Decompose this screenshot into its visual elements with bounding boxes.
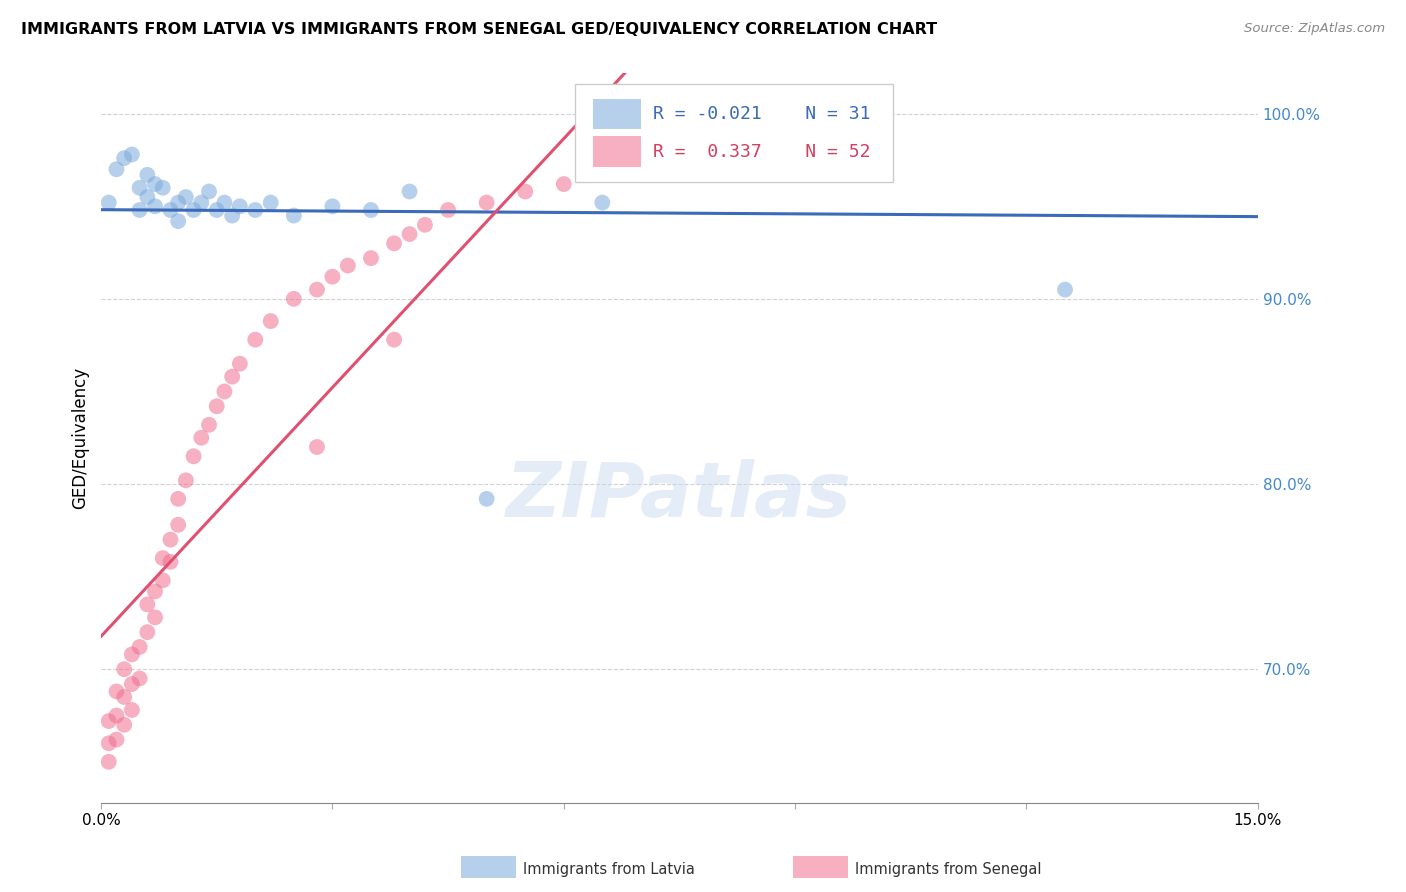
- Point: [360, 202, 382, 217]
- Point: [121, 703, 143, 717]
- Point: [136, 190, 159, 204]
- Point: [136, 625, 159, 640]
- Point: [553, 177, 575, 191]
- Point: [152, 181, 174, 195]
- Point: [105, 732, 128, 747]
- Text: R =  0.337    N = 52: R = 0.337 N = 52: [652, 143, 870, 161]
- Point: [143, 177, 166, 191]
- Point: [305, 440, 328, 454]
- Point: [205, 202, 228, 217]
- Point: [121, 677, 143, 691]
- Point: [112, 151, 135, 165]
- Text: Immigrants from Latvia: Immigrants from Latvia: [523, 863, 695, 877]
- Point: [190, 431, 212, 445]
- Point: [97, 714, 120, 728]
- Point: [283, 292, 305, 306]
- Point: [136, 168, 159, 182]
- FancyBboxPatch shape: [575, 84, 893, 182]
- Point: [245, 333, 267, 347]
- Point: [214, 195, 236, 210]
- Point: [105, 684, 128, 698]
- Point: [174, 473, 197, 487]
- Point: [475, 195, 498, 210]
- Point: [121, 648, 143, 662]
- Point: [167, 517, 190, 532]
- Point: [136, 598, 159, 612]
- Point: [128, 672, 150, 686]
- Point: [112, 718, 135, 732]
- Point: [152, 551, 174, 566]
- Point: [128, 202, 150, 217]
- Point: [128, 181, 150, 195]
- Point: [229, 199, 252, 213]
- Text: Source: ZipAtlas.com: Source: ZipAtlas.com: [1244, 22, 1385, 36]
- Text: IMMIGRANTS FROM LATVIA VS IMMIGRANTS FROM SENEGAL GED/EQUIVALENCY CORRELATION CH: IMMIGRANTS FROM LATVIA VS IMMIGRANTS FRO…: [21, 22, 938, 37]
- Point: [260, 314, 283, 328]
- Point: [167, 214, 190, 228]
- Point: [128, 640, 150, 654]
- Point: [413, 218, 436, 232]
- Point: [630, 159, 652, 173]
- Point: [112, 662, 135, 676]
- Text: ZIPatlas: ZIPatlas: [506, 459, 852, 533]
- FancyBboxPatch shape: [593, 136, 641, 167]
- Point: [283, 209, 305, 223]
- Point: [398, 185, 420, 199]
- Point: [321, 199, 343, 213]
- Point: [198, 185, 221, 199]
- Point: [97, 195, 120, 210]
- Point: [321, 269, 343, 284]
- Point: [221, 369, 243, 384]
- Point: [97, 736, 120, 750]
- Point: [1053, 283, 1076, 297]
- Point: [205, 399, 228, 413]
- Point: [229, 357, 252, 371]
- Point: [143, 610, 166, 624]
- Point: [221, 209, 243, 223]
- Point: [159, 202, 181, 217]
- Point: [475, 491, 498, 506]
- Point: [360, 251, 382, 265]
- Point: [183, 202, 205, 217]
- Text: R = -0.021    N = 31: R = -0.021 N = 31: [652, 105, 870, 123]
- Point: [183, 450, 205, 464]
- Point: [159, 533, 181, 547]
- Point: [198, 417, 221, 432]
- Point: [190, 195, 212, 210]
- Point: [112, 690, 135, 704]
- Point: [105, 708, 128, 723]
- Point: [167, 195, 190, 210]
- FancyBboxPatch shape: [593, 98, 641, 129]
- Point: [336, 259, 359, 273]
- Point: [152, 574, 174, 588]
- Point: [305, 283, 328, 297]
- Point: [382, 333, 405, 347]
- Point: [707, 140, 730, 154]
- Point: [437, 202, 460, 217]
- Point: [382, 236, 405, 251]
- Point: [143, 584, 166, 599]
- Point: [121, 147, 143, 161]
- Point: [398, 227, 420, 241]
- Point: [591, 195, 613, 210]
- Point: [214, 384, 236, 399]
- Point: [591, 166, 613, 180]
- Point: [260, 195, 283, 210]
- Text: Immigrants from Senegal: Immigrants from Senegal: [855, 863, 1042, 877]
- Point: [515, 185, 537, 199]
- Point: [668, 147, 690, 161]
- Point: [174, 190, 197, 204]
- Point: [167, 491, 190, 506]
- Point: [97, 755, 120, 769]
- Y-axis label: GED/Equivalency: GED/Equivalency: [72, 367, 89, 508]
- Point: [159, 555, 181, 569]
- Point: [245, 202, 267, 217]
- Point: [143, 199, 166, 213]
- Point: [105, 162, 128, 177]
